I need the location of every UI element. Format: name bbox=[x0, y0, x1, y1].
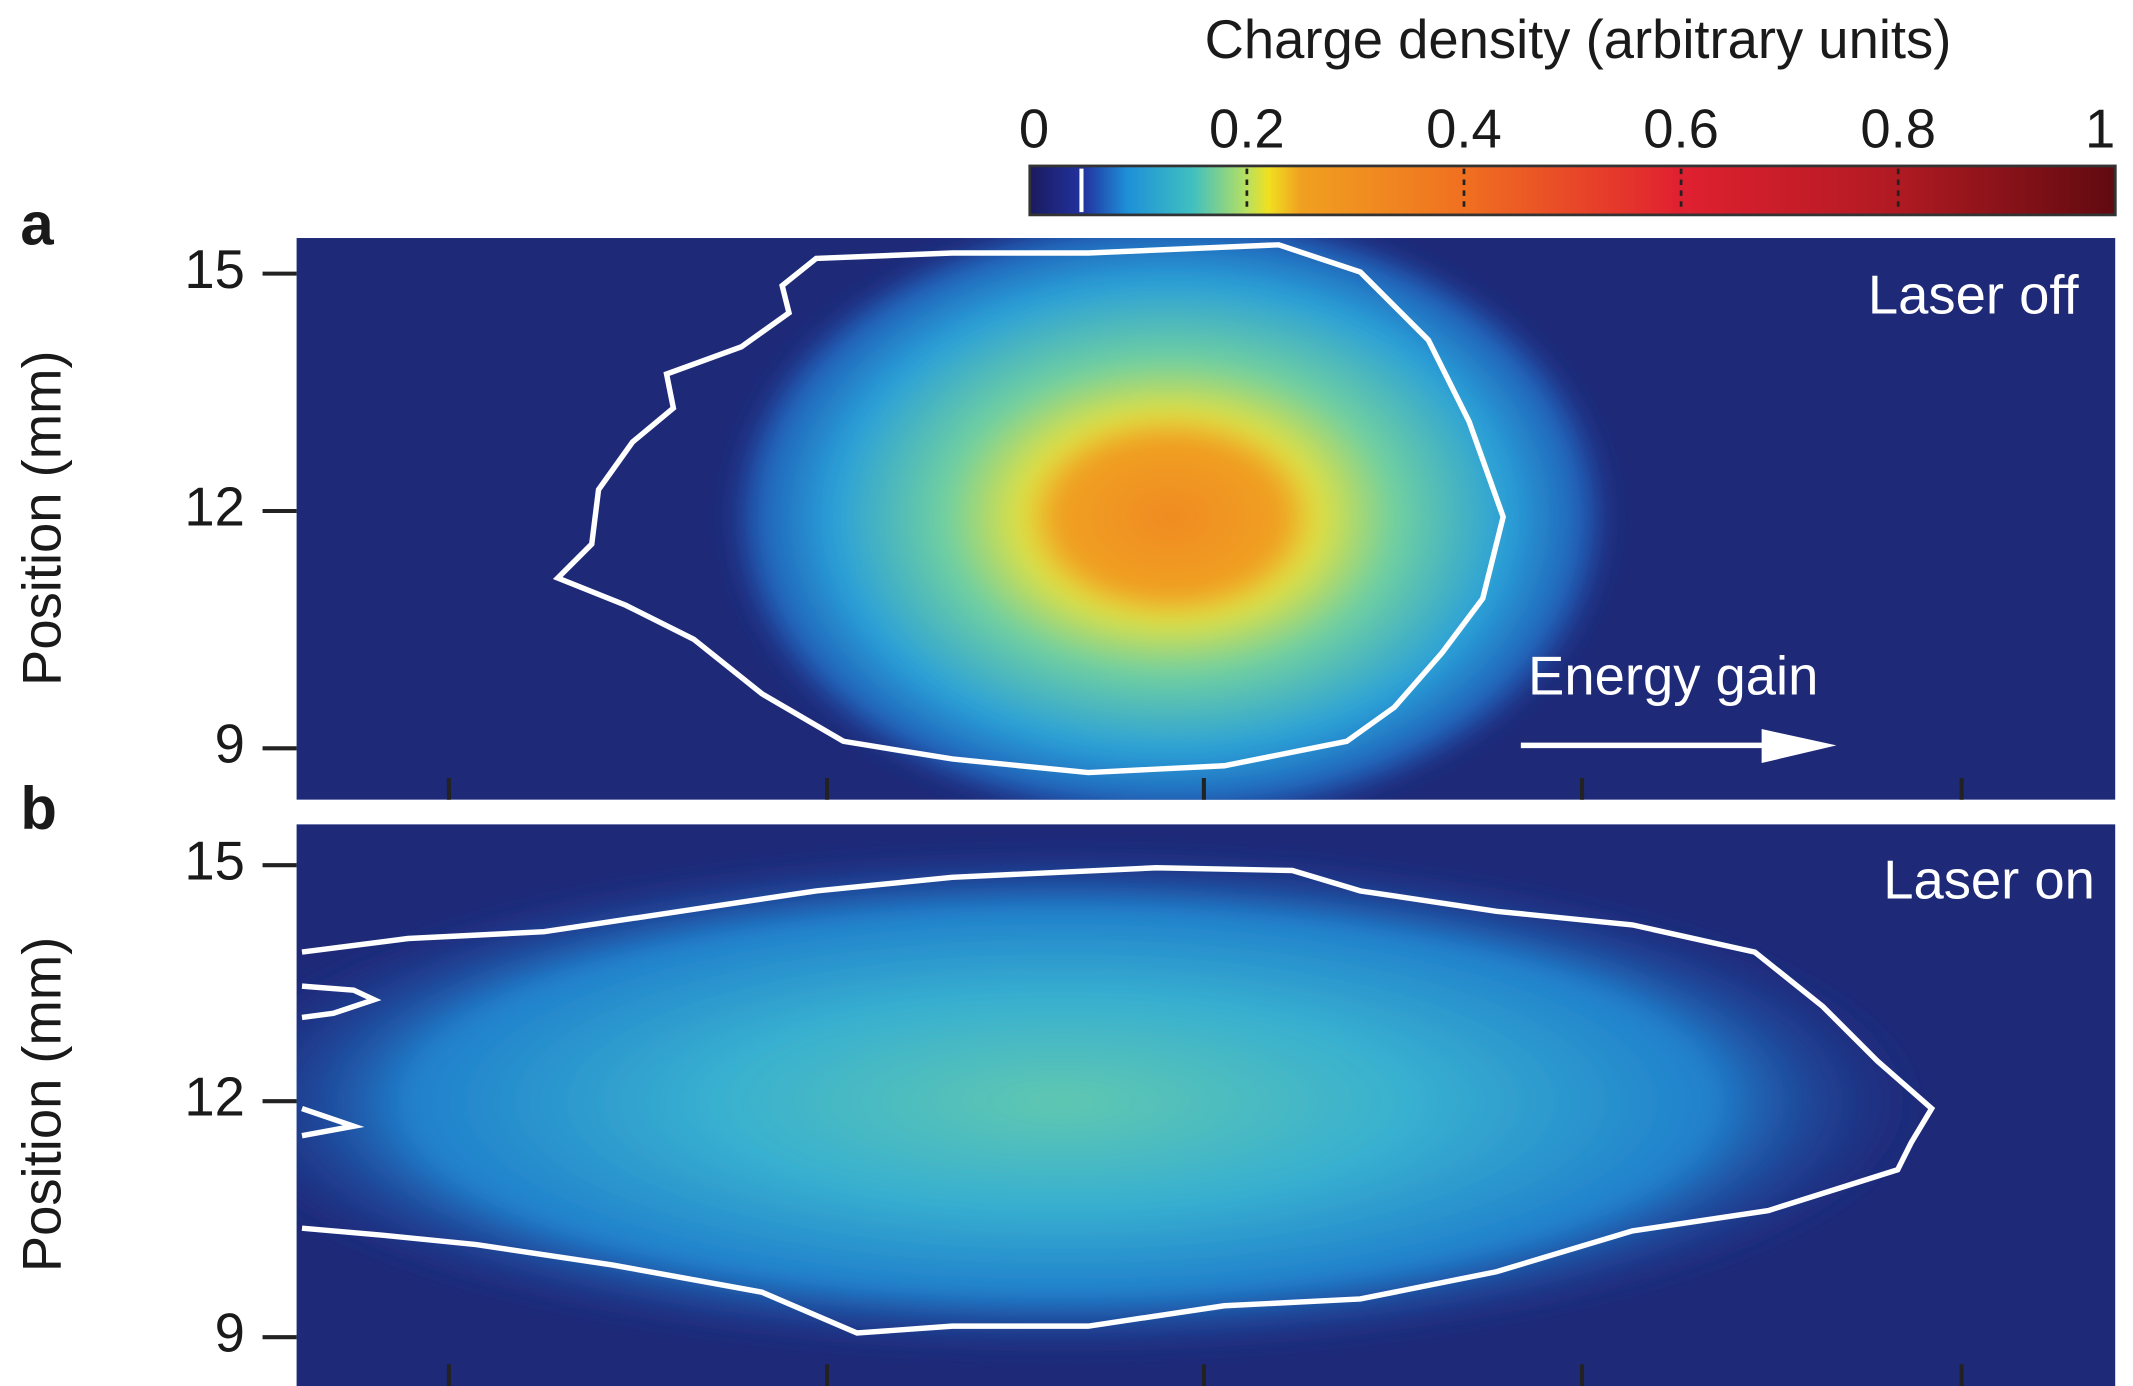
page: {"colorbar": {"label": "Charge density (… bbox=[0, 0, 2133, 1386]
colorbar-tick-label: 0.2 bbox=[1209, 99, 1285, 160]
y-tick-label: 12 bbox=[184, 476, 245, 537]
y-tick-label: 9 bbox=[215, 714, 245, 775]
colorbar-tick-label: 0.8 bbox=[1860, 99, 1936, 160]
colorbar-tick-label: 0 bbox=[1019, 99, 1049, 160]
heatmap-b bbox=[190, 824, 2115, 1386]
y-axis-label: Position (mm) bbox=[12, 350, 73, 685]
colorbar-tick-label: 0.4 bbox=[1426, 99, 1502, 160]
colorbar-tick-label: 0.6 bbox=[1643, 99, 1719, 160]
y-tick-label: 15 bbox=[184, 831, 245, 892]
annotation: Laser off bbox=[1868, 265, 2080, 326]
colorbar-tick-label: 1 bbox=[2085, 99, 2115, 160]
arrow-label: Energy gain bbox=[1528, 645, 1818, 706]
y-tick-label: 9 bbox=[215, 1303, 245, 1364]
y-tick-label: 15 bbox=[184, 239, 245, 300]
colorbar-label: Charge density (arbitrary units) bbox=[1205, 9, 1952, 70]
panel-letter: a bbox=[20, 190, 54, 257]
colorbar bbox=[1030, 166, 2116, 215]
y-tick-label: 12 bbox=[184, 1067, 245, 1128]
panel-letter: b bbox=[20, 775, 57, 842]
y-axis-label: Position (mm) bbox=[12, 937, 73, 1272]
heatmap-a bbox=[297, 204, 2116, 830]
annotation: Laser on bbox=[1883, 849, 2095, 910]
figure: Charge density (arbitrary units) a b Las… bbox=[0, 0, 2133, 1386]
